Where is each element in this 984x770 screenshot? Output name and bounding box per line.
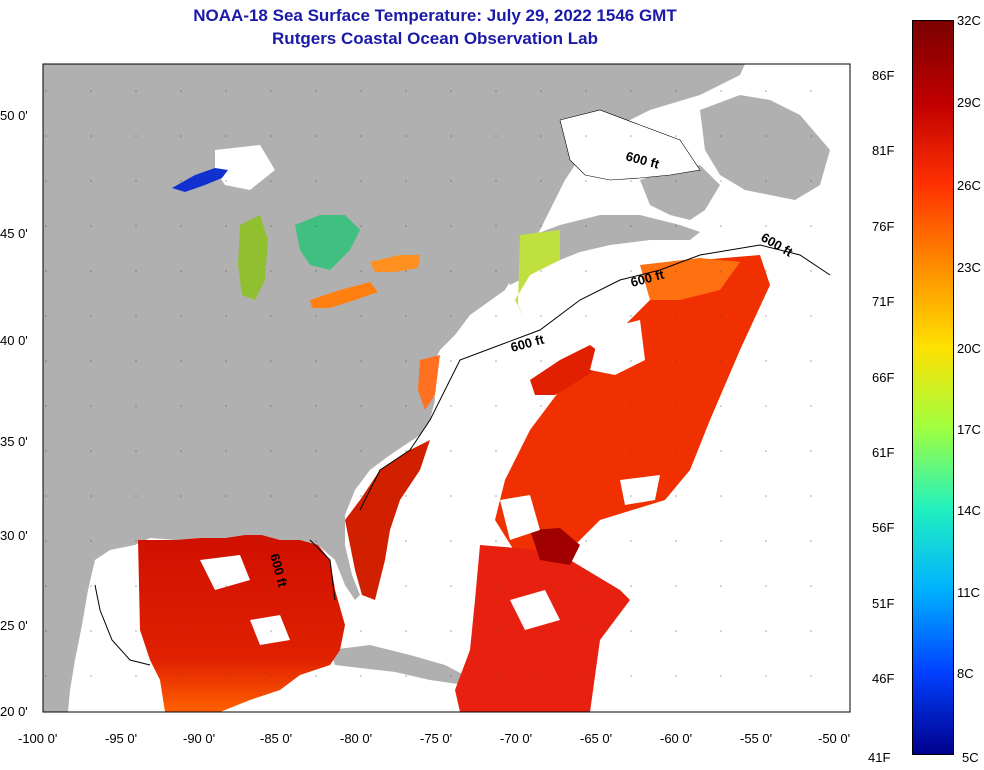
lat-label: 35 0' bbox=[0, 434, 28, 449]
lon-label: -65 0' bbox=[580, 731, 612, 746]
colorbar-celsius-label: 32C bbox=[957, 13, 981, 28]
map-title: NOAA-18 Sea Surface Temperature: July 29… bbox=[193, 6, 677, 25]
colorbar-celsius-label: 11C bbox=[957, 585, 980, 600]
lon-label: -60 0' bbox=[660, 731, 692, 746]
lat-label: 45 0' bbox=[0, 226, 28, 241]
colorbar-fahrenheit-label: 66F bbox=[872, 370, 895, 385]
colorbar-celsius-label: 14C bbox=[957, 503, 981, 518]
map-subtitle: Rutgers Coastal Ocean Observation Lab bbox=[272, 29, 598, 48]
colorbar-fahrenheit-label: 71F bbox=[872, 294, 895, 309]
colorbar-fahrenheit-label: 56F bbox=[872, 520, 895, 535]
latitude-labels: 50 0' 45 0' 40 0' 35 0' 30 0' 25 0' 20 0… bbox=[0, 108, 28, 719]
colorbar-celsius-label: 23C bbox=[957, 260, 981, 275]
colorbar-fahrenheit-label: 41F bbox=[868, 750, 891, 765]
colorbar-fahrenheit-label: 46F bbox=[872, 671, 895, 686]
lon-label: -95 0' bbox=[105, 731, 137, 746]
colorbar-celsius-label: 26C bbox=[957, 178, 981, 193]
lon-label: -85 0' bbox=[260, 731, 292, 746]
colorbar-fahrenheit-label: 86F bbox=[872, 68, 895, 83]
lat-label: 50 0' bbox=[0, 108, 28, 123]
lon-label: -55 0' bbox=[740, 731, 772, 746]
colorbar-fahrenheit-label: 76F bbox=[872, 219, 895, 234]
colorbar-fahrenheit-label: 81F bbox=[872, 143, 895, 158]
lon-label: -90 0' bbox=[183, 731, 215, 746]
lon-label: -70 0' bbox=[500, 731, 532, 746]
graticule bbox=[43, 64, 850, 712]
colorbar-celsius-label: 17C bbox=[957, 422, 981, 437]
colorbar-celsius-label: 8C bbox=[957, 666, 974, 681]
longitude-labels: -100 0' -95 0' -90 0' -85 0' -80 0' -75 … bbox=[18, 731, 850, 746]
colorbar-fahrenheit-label: 61F bbox=[872, 445, 895, 460]
colorbar-celsius-label: 29C bbox=[957, 95, 981, 110]
lon-label: -50 0' bbox=[818, 731, 850, 746]
lon-label: -80 0' bbox=[340, 731, 372, 746]
colorbar-celsius-label: 5C bbox=[962, 750, 979, 765]
lat-label: 20 0' bbox=[0, 704, 28, 719]
colorbar-fahrenheit-label: 51F bbox=[872, 596, 895, 611]
map-frame bbox=[42, 63, 851, 713]
lon-label: -100 0' bbox=[18, 731, 57, 746]
colorbar-celsius-label: 20C bbox=[957, 341, 981, 356]
temperature-colorbar bbox=[912, 20, 954, 755]
lat-label: 40 0' bbox=[0, 333, 28, 348]
lat-label: 30 0' bbox=[0, 528, 28, 543]
lon-label: -75 0' bbox=[420, 731, 452, 746]
lat-label: 25 0' bbox=[0, 618, 28, 633]
